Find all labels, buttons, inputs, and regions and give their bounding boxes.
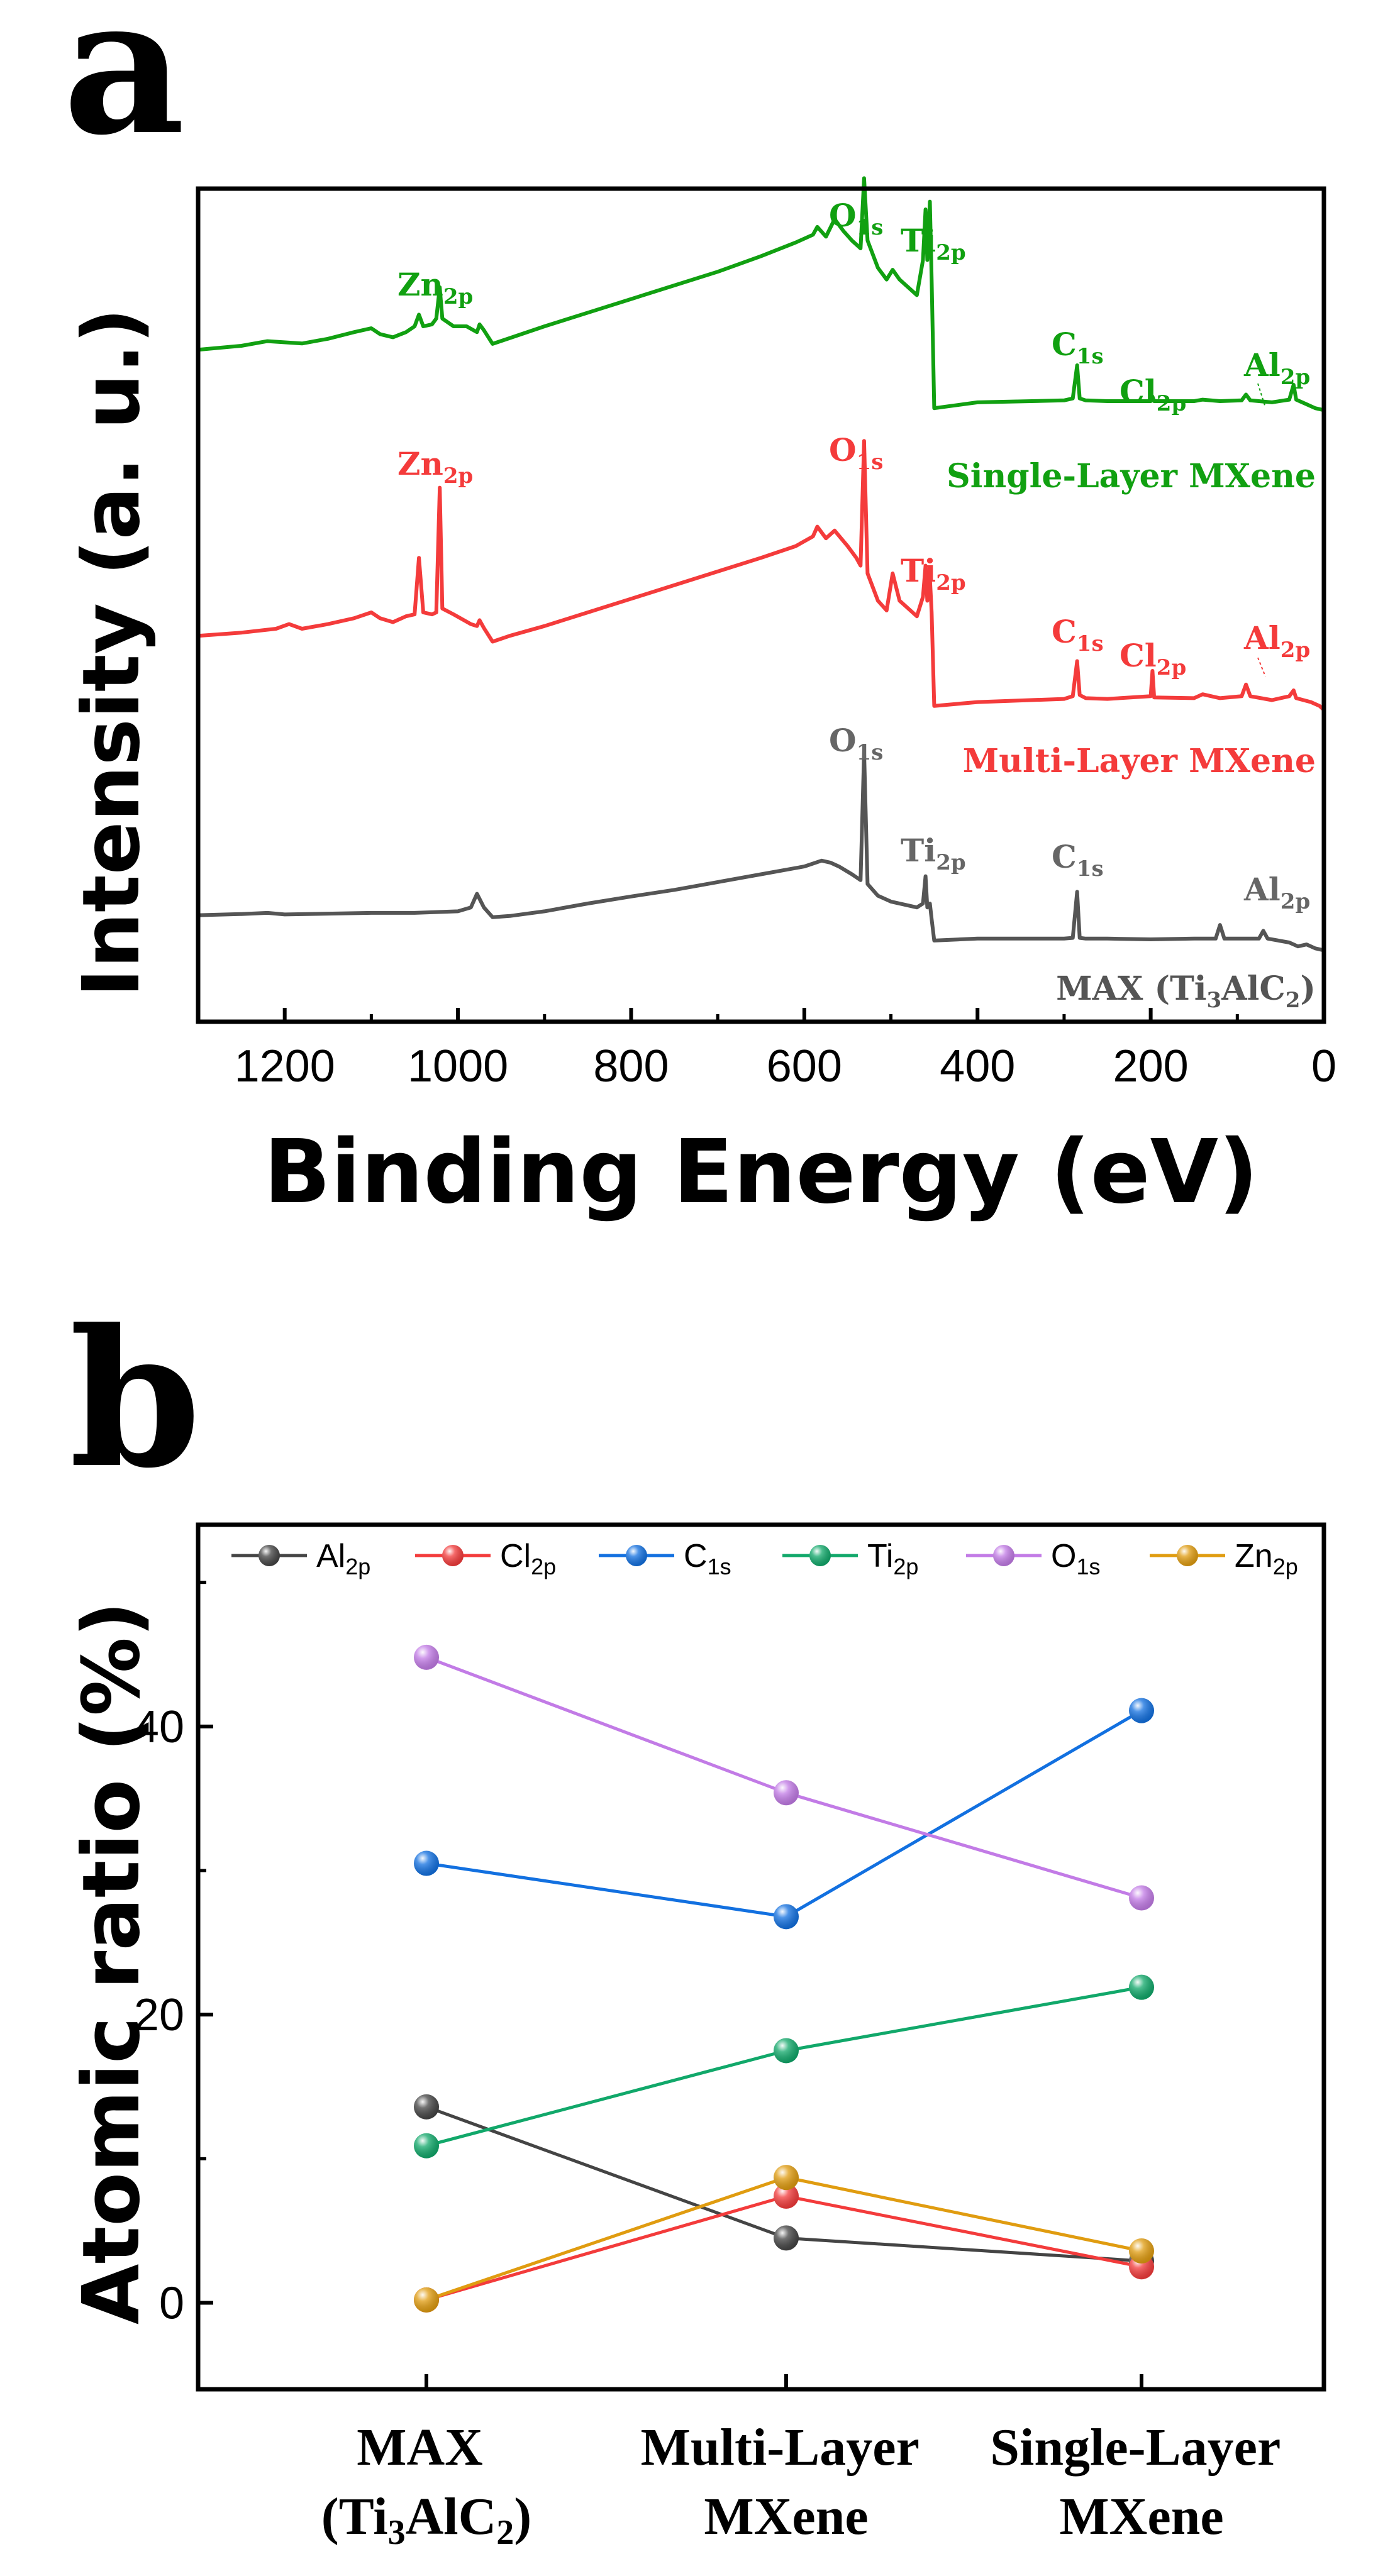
xps-spectrum-plot: 1200 1000 800 600 400 200 0: [196, 176, 1336, 1092]
peak-label: O1s: [829, 197, 883, 240]
legend-label: Zn2p: [1235, 1538, 1298, 1579]
data-point-shine: [1129, 2238, 1154, 2264]
peak-label: Al2p: [1243, 346, 1310, 390]
leader-line: [1257, 383, 1266, 408]
data-point-shine: [414, 1850, 439, 1876]
peak-labels-max: O1s Ti2p C1s Al2p: [829, 722, 1310, 914]
x-tick-label: 0: [1311, 1041, 1336, 1092]
peak-label: Zn2p: [397, 266, 473, 309]
peak-labels-multi: Zn2p O1s Ti2p C1s Cl2p Al2p: [397, 431, 1310, 680]
legend-label: Ti2p: [867, 1538, 918, 1579]
data-point-shine: [774, 2225, 799, 2251]
leader-line: [1257, 657, 1266, 677]
data-point-shine: [1129, 1698, 1154, 1723]
panel-b-ylabel: Atomic ratio (%): [66, 1601, 157, 2325]
peak-label: C1s: [1052, 838, 1104, 882]
legend-label: Al2p: [316, 1538, 370, 1579]
legend-marker-shine: [1177, 1545, 1198, 1566]
legend: Al2p Cl2p C1s Ti2p O1s Zn2p: [231, 1538, 1298, 1579]
y-tick-label: 20: [134, 1990, 184, 2040]
data-point-shine: [414, 2094, 439, 2120]
spectrum-line: [197, 749, 1325, 953]
x-tick-label: 600: [767, 1041, 842, 1092]
legend-marker-shine: [258, 1545, 280, 1566]
series-line: [426, 1656, 1142, 1899]
data-point-shine: [774, 2038, 799, 2064]
category-label-max: MAX (Ti3AlC2): [321, 2418, 531, 2552]
peak-label: Ti2p: [901, 222, 966, 265]
legend-label: Cl2p: [500, 1538, 556, 1579]
spectrum-line: [197, 439, 1326, 712]
legend-label: C1s: [684, 1538, 731, 1579]
legend-marker-shine: [809, 1545, 831, 1566]
panel-b-label: b: [69, 1288, 201, 1510]
peak-label: Al2p: [1243, 871, 1310, 914]
x-tick-label: 1200: [235, 1041, 335, 1092]
panel-a-xlabel: Binding Energy (eV): [264, 1121, 1259, 1224]
peak-label: Ti2p: [901, 552, 966, 595]
panel-a-label: a: [63, 0, 185, 177]
data-point-shine: [414, 2287, 439, 2313]
peak-label: Cl2p: [1120, 373, 1186, 416]
data-point-shine: [414, 1644, 439, 1670]
series-label-single: Single-Layer MXene: [947, 457, 1316, 495]
plot-frame: [196, 1522, 1326, 2392]
data-point-shine: [414, 2133, 439, 2159]
peak-label: C1s: [1052, 326, 1104, 369]
category-label-single: Single-Layer MXene: [990, 2418, 1292, 2546]
legend-marker-shine: [626, 1545, 647, 1566]
series-label-multi: Multi-Layer MXene: [963, 742, 1316, 780]
y-tick-label: 40: [134, 1702, 184, 1752]
data-point-shine: [1129, 1974, 1154, 2000]
category-labels: MAX (Ti3AlC2) Multi-Layer MXene Single-L…: [321, 2418, 1292, 2552]
data-point-shine: [774, 2183, 799, 2209]
spectrum-line: [197, 176, 1325, 412]
data-point-shine: [774, 1780, 799, 1806]
x-tick-label: 1000: [408, 1041, 508, 1092]
x-tick-label: 800: [593, 1041, 669, 1092]
category-label-multi: Multi-Layer MXene: [641, 2418, 932, 2546]
data-point-shine: [1129, 1885, 1154, 1911]
series-label-max: MAX (Ti3AlC2): [1056, 970, 1316, 1013]
data-point-shine: [774, 1904, 799, 1930]
legend-label: O1s: [1051, 1538, 1100, 1579]
peak-label: Zn2p: [397, 445, 473, 489]
atomic-ratio-plot: 0 20 40: [134, 1522, 1326, 2392]
series-line: [426, 1709, 1143, 1918]
series-line: [426, 1986, 1142, 2148]
peak-label: Al2p: [1243, 619, 1310, 663]
peak-label: O1s: [829, 431, 883, 475]
data-point-shine: [774, 2165, 799, 2191]
peak-label: O1s: [829, 722, 883, 765]
legend-marker-shine: [442, 1545, 464, 1566]
peak-label: Cl2p: [1120, 637, 1186, 680]
x-tick-label: 200: [1113, 1041, 1189, 1092]
x-tick-label: 400: [940, 1041, 1015, 1092]
peak-label: Ti2p: [901, 832, 966, 875]
peak-labels-single: Zn2p O1s Ti2p C1s Cl2p Al2p: [397, 197, 1310, 416]
y-tick-label: 0: [159, 2279, 184, 2329]
legend-marker-shine: [993, 1545, 1014, 1566]
plot-frame: [196, 186, 1326, 1024]
panel-a-ylabel: Intensity (a. u.): [66, 307, 157, 997]
peak-label: C1s: [1052, 613, 1104, 656]
